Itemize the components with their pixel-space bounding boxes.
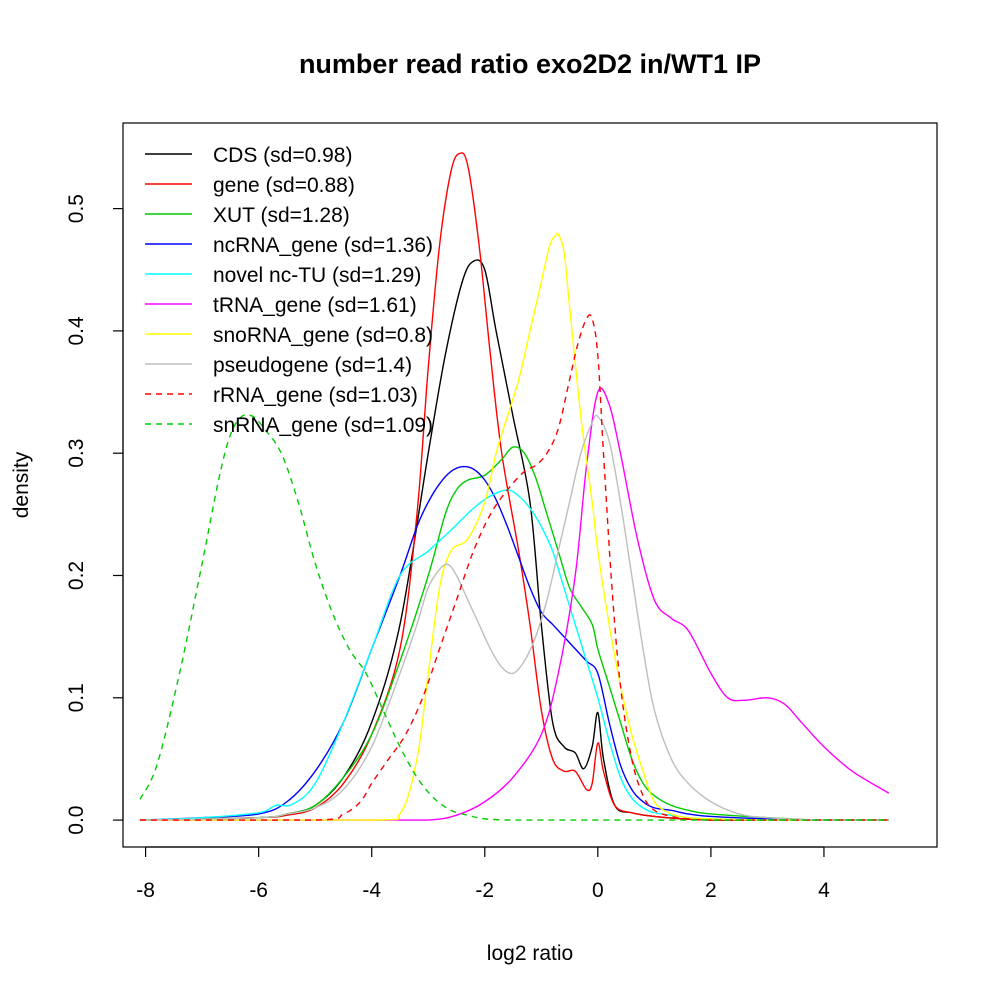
y-tick-label: 0.4	[65, 316, 88, 346]
legend: CDS (sd=0.98) gene (sd=0.88) XUT (sd=1.28)…	[145, 144, 433, 437]
legend-label-4: novel nc-TU (sd=1.29)	[213, 264, 421, 287]
legend-label-0: CDS (sd=0.98)	[213, 144, 352, 167]
legend-label-3: ncRNA_gene (sd=1.36)	[213, 234, 433, 257]
x-tick-label: 4	[818, 879, 830, 902]
chart-title: number read ratio exo2D2 in/WT1 IP	[299, 49, 761, 79]
legend-label-1: gene (sd=0.88)	[213, 174, 355, 197]
series-line-9	[139, 413, 889, 821]
legend-label-6: snoRNA_gene (sd=0.8)	[213, 324, 433, 347]
legend-label-9: snRNA_gene (sd=1.09)	[213, 414, 433, 437]
y-tick-label: 0.5	[65, 194, 88, 223]
series-layer	[139, 152, 890, 821]
y-tick-label: 0.3	[65, 439, 88, 468]
x-tick-label: -2	[475, 879, 494, 902]
y-tick-label: 0.2	[65, 561, 88, 590]
series-line-6	[139, 232, 889, 821]
x-tick-label: -8	[136, 879, 155, 902]
legend-label-2: XUT (sd=1.28)	[213, 204, 350, 227]
x-tick-label: -4	[362, 879, 381, 902]
legend-label-7: pseudogene (sd=1.4)	[213, 354, 412, 377]
x-tick-label: 2	[705, 879, 717, 902]
series-line-1	[139, 152, 889, 821]
y-tick-label: 0.1	[65, 683, 88, 712]
x-axis-label: log2 ratio	[487, 942, 573, 965]
series-line-7	[139, 414, 889, 821]
x-tick-label: 0	[592, 879, 604, 902]
series-line-5	[139, 387, 890, 821]
x-axis: -8 -6 -4 -2 0 2 4	[136, 846, 830, 902]
y-axis: 0.0 0.1 0.2 0.3 0.4 0.5	[65, 194, 124, 835]
x-tick-label: -6	[249, 879, 268, 902]
legend-label-5: tRNA_gene (sd=1.61)	[213, 294, 417, 317]
series-line-8	[139, 314, 889, 821]
y-axis-label: density	[10, 451, 33, 518]
series-line-2	[139, 446, 889, 821]
legend-label-8: rRNA_gene (sd=1.03)	[213, 384, 418, 407]
y-tick-label: 0.0	[65, 805, 88, 834]
